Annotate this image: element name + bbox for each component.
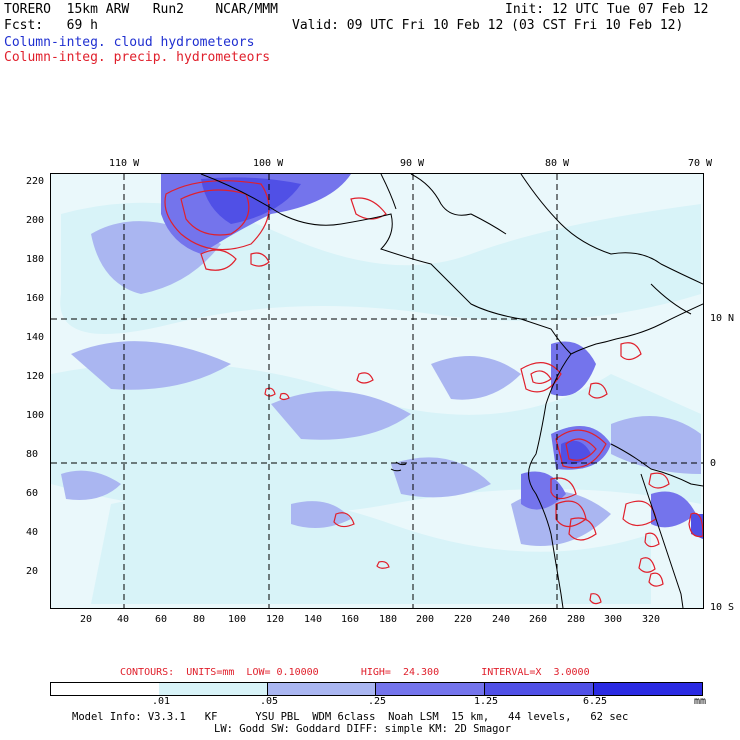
latlon-grid: [51, 174, 703, 608]
lon-label-90w: 90 W: [400, 158, 425, 169]
lat-label-0: 0: [710, 458, 717, 469]
x-tick-260: 260: [529, 614, 548, 625]
y-tick-80: 80: [26, 449, 39, 460]
lat-label-10s: 10 S: [710, 602, 735, 613]
x-tick-140: 140: [304, 614, 323, 625]
init-time: Init: 12 UTC Tue 07 Feb 12: [505, 2, 709, 17]
coastlines: [200, 174, 703, 608]
cloud-fill-mid: [61, 221, 701, 546]
x-tick-300: 300: [604, 614, 623, 625]
lon-label-110w: 110 W: [109, 158, 140, 169]
physics-info: LW: Godd SW: Goddard DIFF: simple KM: 2D…: [214, 723, 512, 735]
y-tick-140: 140: [26, 332, 45, 343]
lon-label-100w: 100 W: [253, 158, 284, 169]
lat-label-10n: 10 N: [710, 313, 735, 324]
x-tick-160: 160: [341, 614, 360, 625]
contour-info: CONTOURS: UNITS=mm LOW= 0.10000 HIGH= 24…: [120, 667, 590, 678]
y-tick-220: 220: [26, 176, 45, 187]
forecast-hour: Fcst: 69 h: [4, 18, 98, 33]
x-tick-60: 60: [155, 614, 168, 625]
precip-hydrometeors-label: Column-integ. precip. hydrometeors: [4, 50, 271, 65]
x-tick-100: 100: [228, 614, 247, 625]
colorbar-bin-1: [159, 682, 268, 696]
valid-time: Valid: 09 UTC Fri 10 Feb 12 (03 CST Fri …: [292, 18, 684, 33]
lon-label-80w: 80 W: [545, 158, 570, 169]
colorbar-label-05: .05: [260, 696, 279, 707]
x-tick-220: 220: [454, 614, 473, 625]
cloud-fill-light: [51, 174, 703, 608]
x-tick-40: 40: [117, 614, 130, 625]
y-tick-100: 100: [26, 410, 45, 421]
x-tick-120: 120: [266, 614, 285, 625]
colorbar-bin-2: [268, 682, 376, 696]
x-tick-80: 80: [193, 614, 206, 625]
y-tick-60: 60: [26, 488, 39, 499]
cloud-hydrometeors-label: Column-integ. cloud hydrometeors: [4, 35, 255, 50]
colorbar-bin-5: [594, 682, 703, 696]
model-title: TORERO 15km ARW Run2 NCAR/MMM: [4, 2, 278, 17]
lon-label-70w: 70 W: [688, 158, 713, 169]
model-info: Model Info: V3.3.1 KF YSU PBL WDM 6class…: [72, 711, 629, 723]
x-tick-180: 180: [379, 614, 398, 625]
y-tick-200: 200: [26, 215, 45, 226]
x-tick-280: 280: [567, 614, 586, 625]
x-tick-200: 200: [416, 614, 435, 625]
y-tick-20: 20: [26, 566, 39, 577]
colorbar-label-01: .01: [152, 696, 171, 707]
map-panel: [50, 173, 704, 609]
y-tick-160: 160: [26, 293, 45, 304]
colorbar-unit: mm: [694, 696, 707, 707]
y-tick-120: 120: [26, 371, 45, 382]
y-tick-180: 180: [26, 254, 45, 265]
colorbar-bin-4: [485, 682, 594, 696]
precip-contours: [164, 180, 703, 605]
colorbar-label-125: 1.25: [474, 696, 499, 707]
colorbar-label-25: .25: [368, 696, 387, 707]
x-tick-20: 20: [80, 614, 93, 625]
colorbar-bin-0: [50, 682, 160, 696]
colorbar-label-625: 6.25: [583, 696, 608, 707]
x-tick-240: 240: [492, 614, 511, 625]
colorbar-bin-3: [376, 682, 485, 696]
y-tick-40: 40: [26, 527, 39, 538]
hydrometeor-map: [51, 174, 703, 608]
x-tick-320: 320: [642, 614, 661, 625]
